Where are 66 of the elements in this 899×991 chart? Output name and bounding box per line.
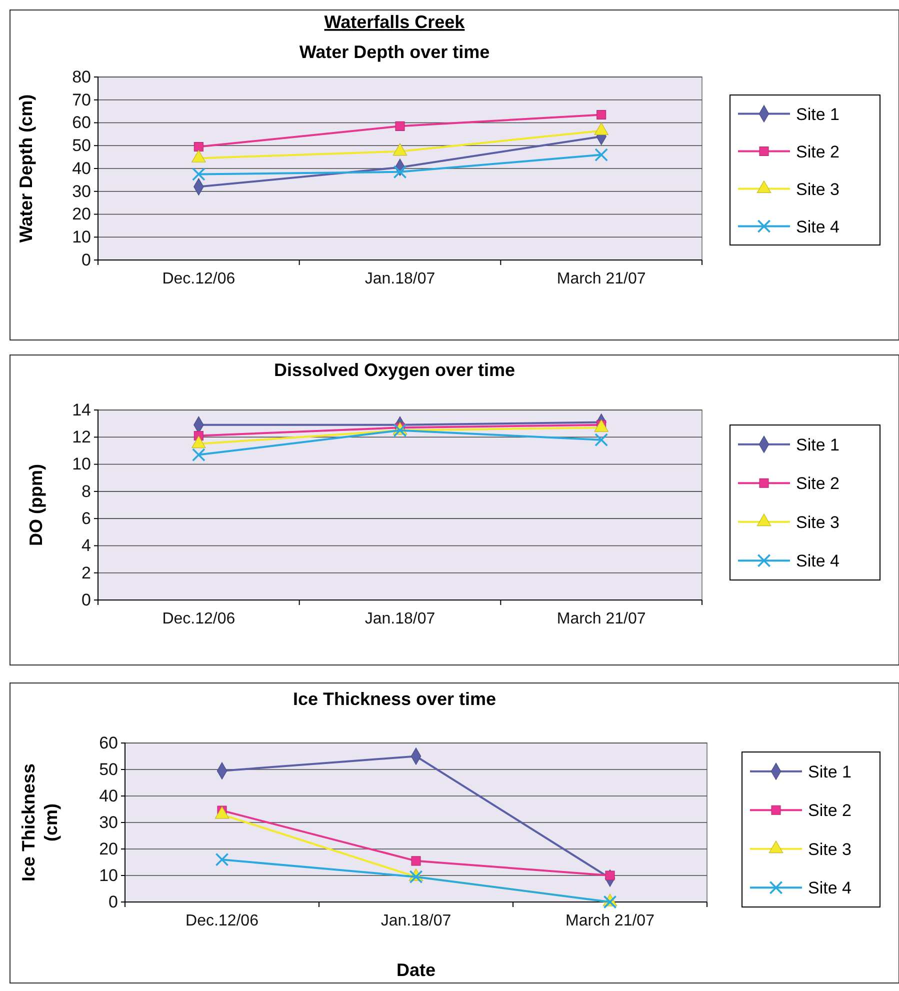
y-tick-label: 30 [72, 182, 91, 201]
y-axis-title: Water Depth (cm) [16, 94, 36, 243]
chart-subtitle: Water Depth over time [299, 42, 490, 62]
y-tick-label: 6 [82, 509, 91, 528]
point [215, 852, 229, 866]
y-tick-label: 60 [72, 113, 91, 132]
x-tick-label: Dec.12/06 [162, 610, 236, 628]
y-tick-label: 12 [72, 428, 91, 447]
legend-label: Site 4 [808, 878, 852, 898]
y-tick-label: 2 [82, 563, 91, 582]
legend-label: Site 1 [796, 435, 840, 454]
y-tick-label: 10 [99, 866, 118, 885]
y-axis-title: Ice Thickness (cm) [18, 763, 61, 882]
legend-label: Site 3 [796, 180, 840, 199]
legend-label: Site 3 [808, 840, 852, 859]
y-tick-label: 50 [72, 136, 91, 156]
point [594, 148, 608, 162]
y-tick-label: 8 [82, 482, 91, 501]
y-tick-label: 14 [72, 400, 91, 420]
y-tick-label: 0 [82, 590, 91, 610]
x-tick-label: March 21/07 [556, 610, 646, 628]
chart-title: Ice Thickness over time [292, 689, 496, 709]
point [603, 895, 617, 909]
x-tick-label: Jan.18/07 [364, 270, 436, 288]
point [594, 433, 608, 447]
y-tick-label: 30 [99, 812, 118, 832]
point [192, 448, 206, 462]
y-tick-label: 10 [72, 228, 91, 247]
x-tick-label: March 21/07 [566, 912, 655, 930]
y-tick-label: 20 [99, 839, 118, 858]
legend-label: Site 2 [796, 142, 840, 162]
x-tick-label: Dec.12/06 [162, 270, 236, 288]
y-tick-label: 70 [72, 90, 91, 110]
point [192, 168, 206, 181]
legend-label: Site 4 [796, 217, 840, 236]
y-tick-label: 10 [72, 454, 91, 474]
x-axis-title: Date [396, 960, 436, 980]
point [411, 856, 421, 866]
point [393, 424, 407, 438]
point [409, 870, 423, 884]
chart-title: Dissolved Oxygen over time [274, 360, 516, 380]
legend-label: Site 3 [796, 512, 840, 532]
y-tick-label: 50 [99, 760, 118, 779]
point [393, 165, 407, 179]
point [194, 142, 204, 152]
y-tick-label: 40 [99, 786, 118, 806]
legend-label: Site 2 [808, 801, 852, 820]
legend-label: Site 4 [796, 552, 840, 571]
point [596, 110, 606, 120]
y-tick-label: 60 [99, 733, 118, 752]
point [395, 121, 405, 131]
legend-label: Site 1 [808, 762, 852, 782]
y-tick-label: 0 [82, 250, 91, 270]
legend-label: Site 1 [796, 104, 840, 124]
x-tick-label: Jan.18/07 [364, 610, 436, 628]
y-tick-label: 80 [72, 67, 91, 86]
x-tick-label: Dec.12/06 [186, 912, 259, 930]
x-tick-label: March 21/07 [556, 270, 646, 288]
legend-label: Site 2 [796, 474, 840, 494]
x-tick-label: Jan.18/07 [380, 912, 452, 930]
y-axis-title: DO (ppm) [26, 464, 46, 546]
y-tick-label: 4 [82, 536, 91, 556]
chart-title: Waterfalls Creek [324, 12, 466, 32]
y-tick-label: 40 [72, 158, 91, 178]
y-tick-label: 20 [72, 204, 91, 224]
y-tick-label: 0 [108, 892, 118, 912]
